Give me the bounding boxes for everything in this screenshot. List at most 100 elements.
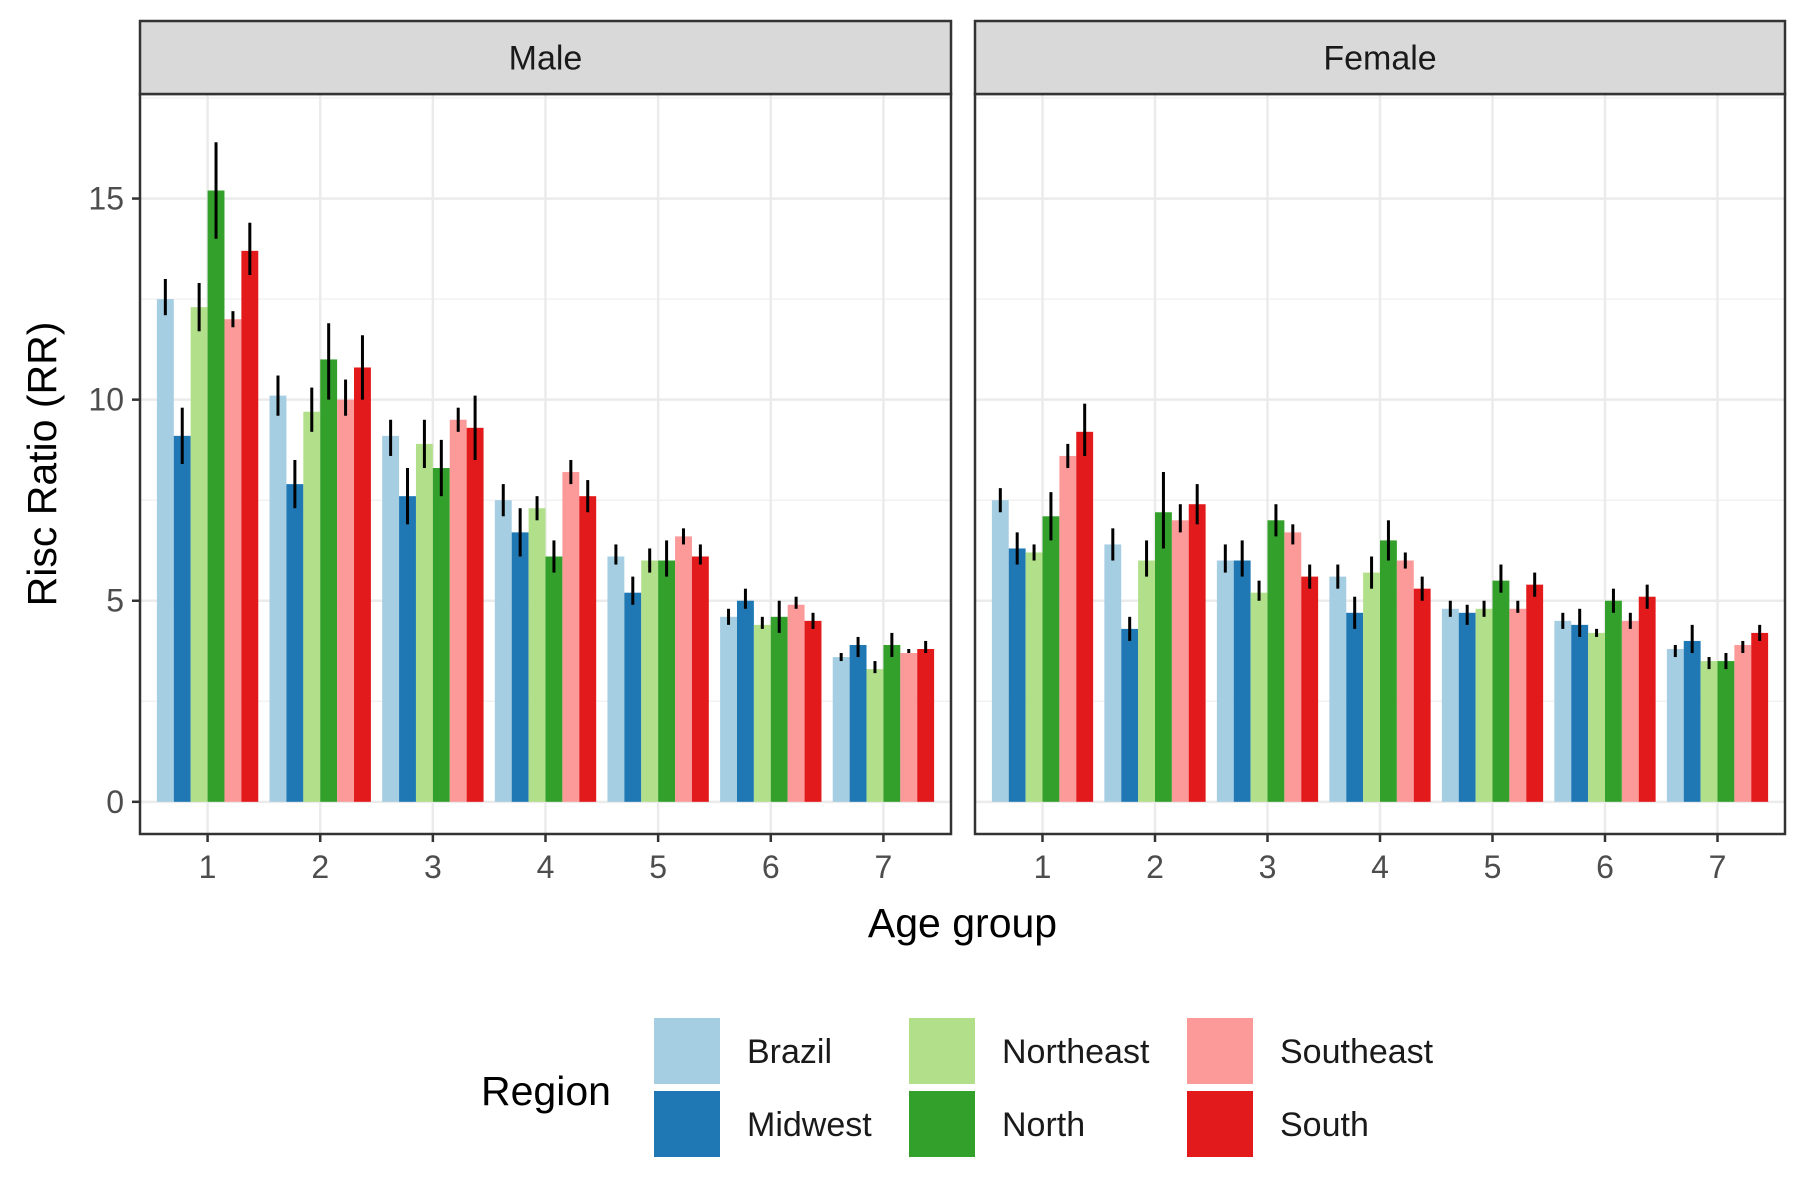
bar-female-southeast-age-1 xyxy=(1059,455,1077,802)
bar-female-south-age-7 xyxy=(1751,632,1769,802)
bar-male-midwest-age-5 xyxy=(624,592,642,802)
bar-male-midwest-age-3 xyxy=(399,496,416,802)
x-tick-label-male-4: 4 xyxy=(537,849,555,885)
y-tick-label-0: 0 xyxy=(106,784,124,820)
bar-female-north-age-3 xyxy=(1267,520,1285,802)
bar-female-south-age-6 xyxy=(1638,596,1656,802)
y-tick-label-5: 5 xyxy=(106,583,124,619)
facet-label-female: Female xyxy=(1323,40,1436,78)
bar-female-brazil-age-6 xyxy=(1554,620,1572,802)
legend-title: Region xyxy=(481,1068,611,1114)
bar-male-southeast-age-2 xyxy=(337,399,355,802)
bar-female-brazil-age-5 xyxy=(1441,608,1459,802)
bar-female-midwest-age-6 xyxy=(1571,624,1589,802)
bar-female-north-age-5 xyxy=(1492,580,1510,802)
x-tick-label-female-5: 5 xyxy=(1484,849,1502,885)
bar-female-south-age-2 xyxy=(1188,504,1206,802)
bar-male-midwest-age-7 xyxy=(849,644,867,802)
bar-female-brazil-age-7 xyxy=(1666,649,1684,802)
bar-male-midwest-age-4 xyxy=(511,532,529,802)
x-tick-label-female-6: 6 xyxy=(1596,849,1614,885)
bar-female-northeast-age-1 xyxy=(1025,552,1043,802)
bar-male-brazil-age-3 xyxy=(382,435,400,802)
legend-label-south: South xyxy=(1280,1106,1369,1144)
bar-male-brazil-age-6 xyxy=(720,616,737,802)
bar-male-midwest-age-6 xyxy=(736,600,754,802)
bar-male-south-age-2 xyxy=(354,367,371,802)
bar-female-north-age-1 xyxy=(1042,516,1060,802)
bar-male-south-age-5 xyxy=(691,556,709,802)
bar-male-southeast-age-1 xyxy=(224,319,242,802)
bar-male-north-age-1 xyxy=(207,190,225,802)
bar-male-midwest-age-2 xyxy=(286,484,304,802)
legend-label-north: North xyxy=(1002,1106,1085,1144)
bar-female-south-age-5 xyxy=(1526,584,1544,802)
bar-female-north-age-4 xyxy=(1380,540,1397,802)
bar-male-south-age-6 xyxy=(804,620,822,802)
bar-male-north-age-3 xyxy=(432,468,450,802)
x-tick-label-male-2: 2 xyxy=(311,849,329,885)
bar-female-southeast-age-5 xyxy=(1509,608,1527,802)
bar-female-north-age-2 xyxy=(1155,512,1172,802)
bar-female-midwest-age-3 xyxy=(1233,560,1251,802)
y-tick-label-15: 15 xyxy=(88,181,124,217)
bar-female-south-age-1 xyxy=(1076,431,1094,802)
legend-key-southeast xyxy=(1187,1018,1253,1084)
bar-male-brazil-age-5 xyxy=(607,556,625,802)
legend-key-south xyxy=(1187,1091,1253,1157)
legend-label-midwest: Midwest xyxy=(747,1106,872,1144)
bar-male-south-age-1 xyxy=(241,250,259,802)
bar-male-southeast-age-5 xyxy=(675,536,692,802)
bar-female-northeast-age-6 xyxy=(1588,632,1605,802)
facet-strip-female xyxy=(973,19,1787,96)
bar-female-brazil-age-1 xyxy=(991,500,1009,802)
bar-female-midwest-age-5 xyxy=(1458,612,1476,802)
bar-male-northeast-age-3 xyxy=(415,443,433,802)
x-tick-label-male-1: 1 xyxy=(199,849,217,885)
bar-male-northeast-age-5 xyxy=(641,560,659,802)
x-tick-label-male-7: 7 xyxy=(875,849,893,885)
bar-female-northeast-age-4 xyxy=(1363,572,1380,802)
x-tick-label-female-4: 4 xyxy=(1371,849,1389,885)
bar-female-southeast-age-6 xyxy=(1621,620,1639,802)
x-tick-label-female-1: 1 xyxy=(1034,849,1052,885)
bar-female-northeast-age-7 xyxy=(1700,661,1718,802)
bar-female-south-age-3 xyxy=(1301,576,1319,802)
bar-female-northeast-age-5 xyxy=(1475,608,1493,802)
bar-male-brazil-age-4 xyxy=(494,500,512,802)
bar-male-southeast-age-7 xyxy=(900,653,918,802)
bar-female-southeast-age-4 xyxy=(1396,560,1414,802)
x-tick-label-male-3: 3 xyxy=(424,849,442,885)
x-tick-label-male-5: 5 xyxy=(649,849,667,885)
bar-male-south-age-4 xyxy=(579,496,597,802)
y-axis-title: Risc Ratio (RR) xyxy=(19,322,65,607)
legend-key-midwest xyxy=(654,1091,720,1157)
bar-male-northeast-age-7 xyxy=(866,669,884,802)
bar-male-south-age-3 xyxy=(466,427,484,802)
bar-female-northeast-age-3 xyxy=(1250,592,1268,802)
bar-female-midwest-age-7 xyxy=(1683,640,1701,802)
x-tick-label-female-3: 3 xyxy=(1259,849,1277,885)
bar-male-northeast-age-6 xyxy=(753,624,771,802)
bar-female-brazil-age-2 xyxy=(1104,544,1122,802)
x-tick-label-female-2: 2 xyxy=(1146,849,1164,885)
legend-label-brazil: Brazil xyxy=(747,1033,832,1071)
bar-male-brazil-age-7 xyxy=(832,657,850,802)
bar-male-southeast-age-6 xyxy=(787,604,805,802)
bar-male-midwest-age-1 xyxy=(173,435,191,802)
bar-male-northeast-age-4 xyxy=(528,508,546,802)
legend-key-north xyxy=(909,1091,975,1157)
bar-female-brazil-age-4 xyxy=(1329,576,1347,802)
bar-female-southeast-age-3 xyxy=(1284,532,1302,802)
bar-male-southeast-age-4 xyxy=(562,472,580,802)
legend-key-northeast xyxy=(909,1018,975,1084)
bar-male-north-age-6 xyxy=(770,616,788,802)
x-tick-label-male-6: 6 xyxy=(762,849,780,885)
bar-male-brazil-age-2 xyxy=(269,395,287,802)
bar-female-brazil-age-3 xyxy=(1216,560,1234,802)
bar-female-midwest-age-2 xyxy=(1121,628,1139,802)
bar-male-southeast-age-3 xyxy=(449,419,467,802)
facet-strip-male xyxy=(138,19,953,96)
